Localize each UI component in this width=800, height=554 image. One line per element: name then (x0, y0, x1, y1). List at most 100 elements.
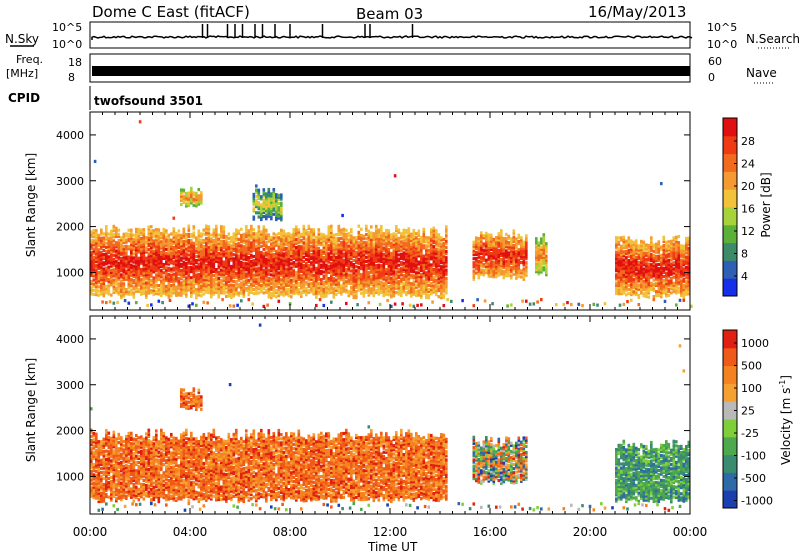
echo-cell (360, 240, 363, 244)
echo-cell (145, 262, 148, 266)
echo-cell (495, 260, 498, 264)
echo-cell (295, 264, 298, 268)
echo-cell (245, 239, 248, 243)
echo-cell (630, 282, 633, 286)
echo-cell (352, 238, 356, 242)
echo-cell (137, 277, 141, 281)
echo-cell (365, 251, 368, 255)
echo-cell (280, 249, 283, 253)
echo-cell (442, 252, 446, 256)
echo-cell (385, 232, 388, 237)
echo-cell (372, 283, 376, 287)
echo-cell (390, 241, 393, 245)
echo-cell (360, 233, 363, 238)
echo-cell (500, 245, 503, 249)
echo-cell (165, 247, 168, 251)
echo-cell (270, 242, 273, 246)
echo-cell (97, 275, 101, 279)
echo-cell (370, 291, 373, 295)
echo-cell (287, 289, 291, 294)
echo-cell (512, 231, 516, 235)
echo-cell (640, 274, 643, 279)
echo-cell (142, 267, 146, 271)
echo-cell (362, 263, 366, 267)
echo-cell (160, 246, 163, 250)
echo-cell (420, 273, 423, 277)
echo-cell (482, 244, 486, 248)
echo-cell (270, 265, 273, 269)
echo-cell (312, 259, 316, 263)
echo-cell (90, 255, 93, 259)
echo-cell (220, 227, 223, 231)
echo-cell (315, 273, 318, 277)
echo-cell (345, 290, 348, 294)
echo-cell (305, 280, 308, 284)
echo-cell (297, 244, 301, 248)
echo-cell (212, 292, 216, 296)
echo-cell (220, 283, 223, 287)
echo-cell (235, 251, 238, 255)
echo-cell (390, 291, 393, 295)
echo-cell (235, 273, 238, 277)
echo-cell (295, 281, 298, 285)
echo-cell (545, 273, 548, 277)
echo-cell (225, 245, 228, 249)
echo-cell (207, 229, 211, 233)
echo-cell (380, 282, 383, 286)
echo-cell (135, 252, 138, 256)
echo-cell (137, 234, 141, 238)
echo-cell (372, 263, 376, 267)
echo-cell (177, 241, 181, 245)
echo-cell (257, 281, 261, 285)
echo-cell (230, 279, 233, 283)
echo-cell (435, 284, 438, 288)
echo-cell (225, 294, 228, 298)
echo-cell (262, 274, 266, 278)
echo-cell (142, 265, 146, 269)
echo-cell (502, 259, 506, 263)
echo-cell (175, 279, 178, 283)
echo-cell (182, 264, 186, 268)
echo-cell (397, 273, 401, 278)
echo-cell (325, 249, 328, 253)
echo-cell (262, 229, 266, 233)
echo-cell (212, 251, 216, 255)
echo-cell (480, 270, 483, 274)
echo-cell (295, 239, 298, 243)
echo-cell (250, 264, 253, 268)
echo-cell (392, 275, 396, 279)
echo-cell (320, 253, 323, 257)
echo-cell (127, 234, 131, 238)
echo-cell (140, 236, 143, 241)
echo-cell (420, 260, 423, 264)
echo-cell (255, 194, 258, 198)
echo-cell (182, 289, 186, 293)
echo-cell (257, 235, 261, 239)
echo-cell (500, 249, 503, 253)
echo-cell (112, 259, 116, 264)
echo-cell (155, 260, 158, 265)
echo-cell (292, 244, 296, 248)
echo-cell (200, 277, 203, 281)
echo-cell (187, 245, 191, 249)
echo-cell (615, 275, 618, 279)
echo-cell (242, 272, 246, 276)
echo-cell (352, 252, 356, 256)
echo-cell (212, 243, 216, 247)
echo-cell (200, 288, 203, 292)
echo-cell (382, 252, 386, 256)
echo-cell (340, 230, 343, 234)
echo-cell (347, 294, 351, 298)
echo-cell (137, 238, 141, 242)
echo-cell (322, 233, 326, 237)
echo-cell (115, 253, 118, 257)
echo-cell (507, 241, 511, 245)
echo-cell (275, 284, 278, 288)
echo-cell (287, 238, 291, 242)
echo-cell (640, 264, 643, 268)
echo-cell (477, 247, 481, 251)
echo-cell (270, 291, 273, 296)
echo-cell (507, 234, 511, 238)
echo-cell (140, 253, 143, 257)
echo-cell (255, 279, 258, 283)
